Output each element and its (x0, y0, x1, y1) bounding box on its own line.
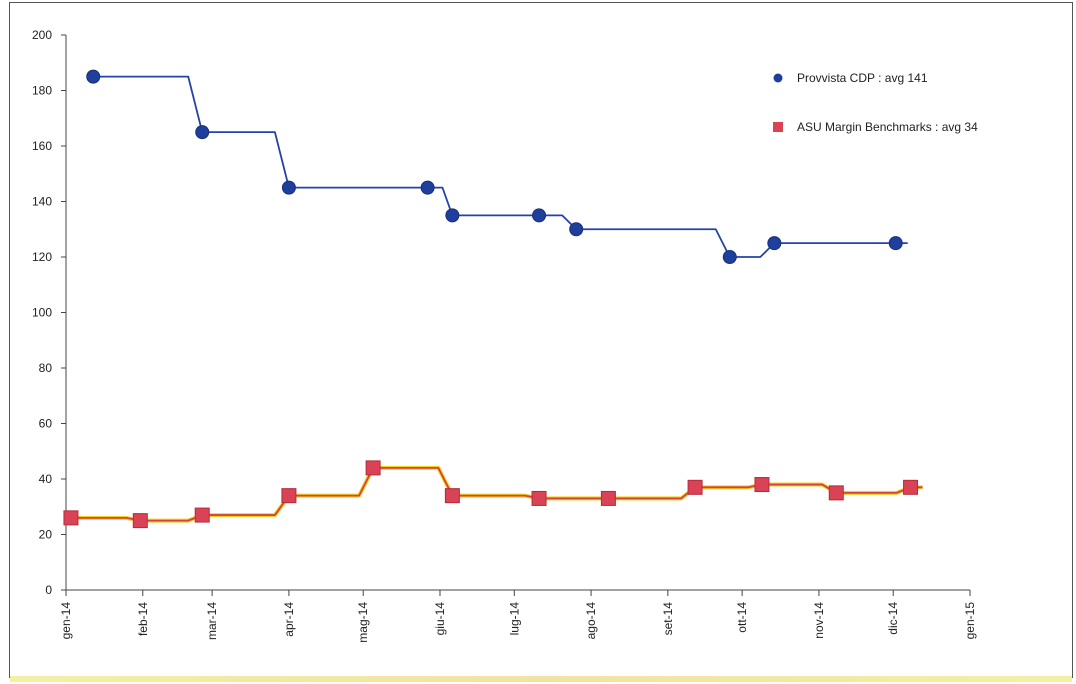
series-1-point (63, 510, 79, 526)
series-1-point (531, 490, 547, 506)
x-tick-label: ago-14 (584, 602, 598, 640)
x-tick-label: set-14 (661, 602, 675, 636)
bottom-scan-strip (10, 676, 1072, 682)
x-tick-label: feb-14 (136, 602, 150, 636)
x-tick-label: apr-14 (282, 602, 296, 637)
x-tick-label: giu-14 (433, 602, 447, 636)
y-tick-label: 40 (39, 472, 53, 486)
chart-frame (9, 2, 1073, 678)
x-tick-label: lug-14 (507, 602, 521, 636)
series-1-point (600, 490, 616, 506)
series-0-point (569, 222, 584, 237)
series-0-point (86, 69, 101, 84)
series-1-point (365, 460, 381, 476)
y-axis: 0 20 40 60 80 100 120 140 160 180 200 (32, 28, 67, 597)
x-tick-label: ott-14 (735, 602, 749, 633)
y-tick-label: 0 (45, 583, 52, 597)
x-tick-label: gen-14 (59, 602, 73, 640)
series-1-point (281, 488, 297, 504)
series-0-point (195, 125, 210, 140)
legend: Provvista CDP : avg 141 ASU Margin Benchm… (773, 71, 978, 134)
x-tick-label: mag-14 (356, 602, 370, 643)
y-tick-label: 160 (32, 139, 52, 153)
x-tick-label: gen-15 (963, 602, 977, 640)
series-1-point (754, 477, 770, 493)
y-tick-label: 20 (39, 528, 53, 542)
series-1-point (194, 507, 210, 523)
legend-label-0: Provvista CDP : avg 141 (797, 71, 928, 85)
series-0-point (420, 180, 435, 195)
y-tick-label: 120 (32, 250, 52, 264)
series-0-point (281, 180, 296, 195)
series-0-line (93, 75, 908, 258)
y-tick-label: 140 (32, 195, 52, 209)
x-tick-label: nov-14 (812, 602, 826, 639)
y-tick-label: 80 (39, 361, 53, 375)
y-tick-label: 180 (32, 84, 52, 98)
series-layer (63, 69, 923, 529)
series-1-point (444, 488, 460, 504)
x-tick-label: mar-14 (205, 602, 219, 640)
series-0-point (888, 236, 903, 251)
series-0-point (722, 250, 737, 264)
series-1-point (828, 485, 844, 501)
legend-marker-0 (773, 73, 783, 83)
series-0-point (445, 208, 460, 223)
series-1-point (687, 479, 703, 495)
y-tick-label: 100 (32, 306, 52, 320)
series-1-point (132, 513, 148, 529)
y-tick-label: 60 (39, 417, 53, 431)
legend-marker-1 (773, 122, 783, 132)
series-0-point (532, 208, 547, 223)
series-0-point (767, 236, 782, 251)
legend-label-1: ASU Margin Benchmarks : avg 34 (797, 120, 978, 134)
x-axis: gen-14 feb-14 mar-14 apr-14 mag-14 giu-14 lug-… (59, 589, 977, 643)
x-tick-label: dic-14 (886, 602, 900, 635)
y-tick-label: 200 (32, 28, 52, 42)
series-1-point (903, 479, 919, 495)
